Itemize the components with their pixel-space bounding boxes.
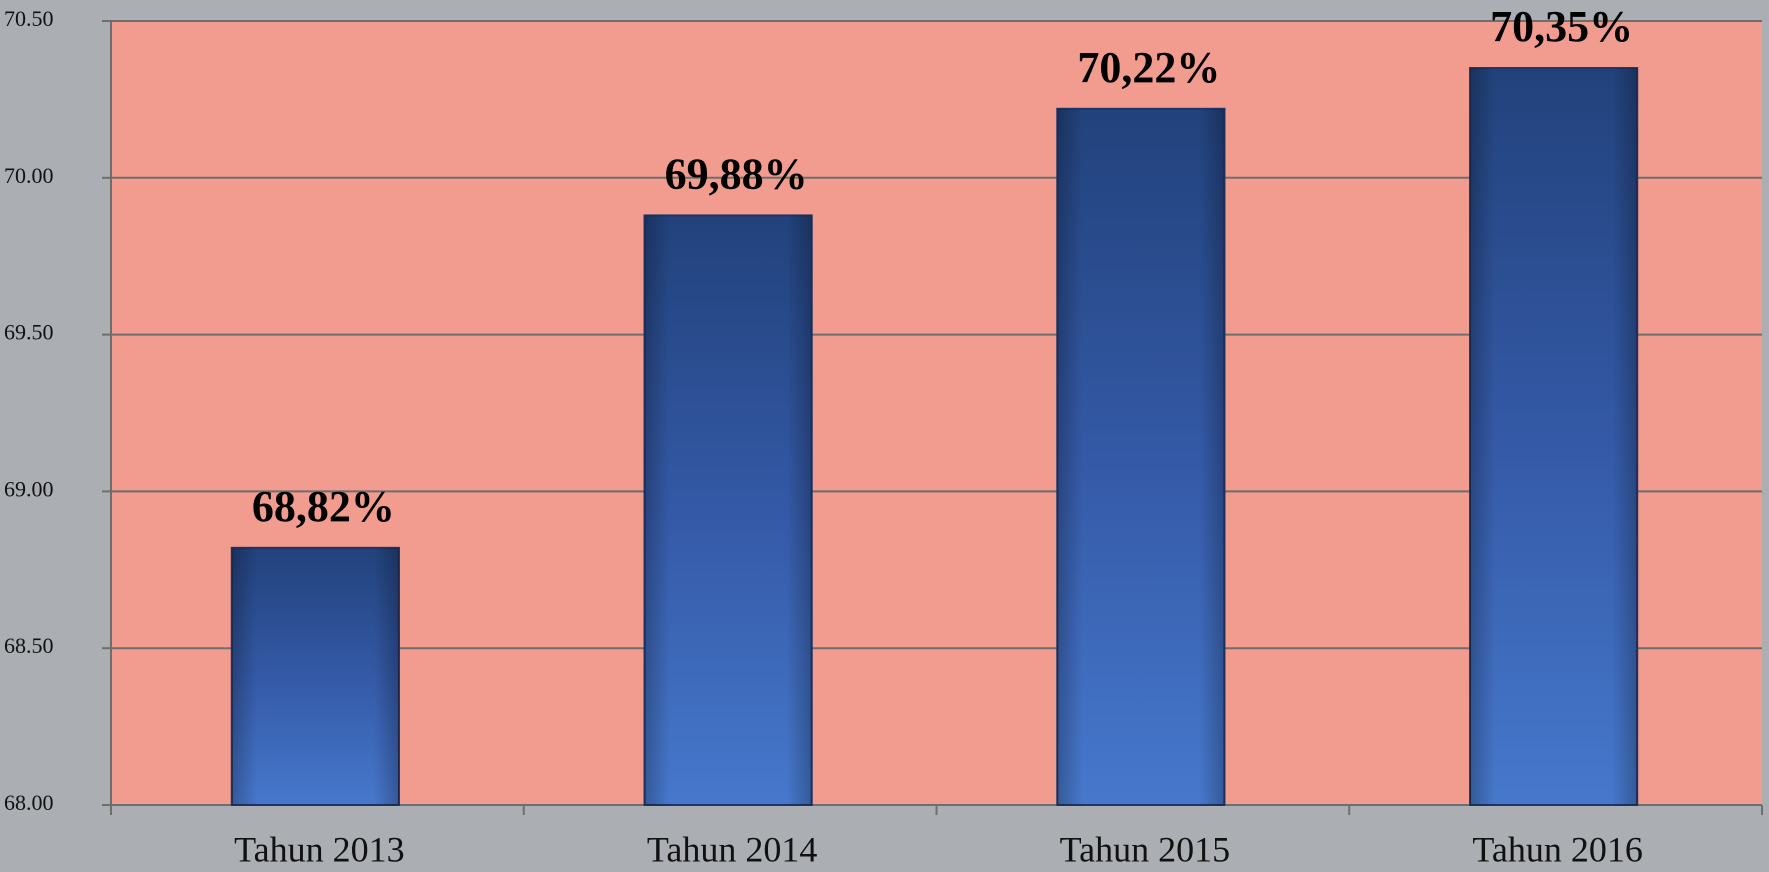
y-tick-label: 69.00 [4,476,54,501]
x-tick-label: Tahun 2015 [1060,829,1230,869]
y-tick-label: 70.50 [4,6,54,31]
x-tick-label: Tahun 2013 [234,829,404,869]
bar-shade [231,547,399,805]
value-label: 69,88% [665,150,808,199]
y-tick-label: 68.00 [4,790,54,815]
y-tick-label: 68.50 [4,633,54,658]
y-tick-label: 69.50 [4,320,54,345]
bar-shade [644,215,812,805]
value-label: 70,35% [1490,2,1633,51]
value-label: 68,82% [252,482,395,531]
x-tick-label: Tahun 2016 [1472,829,1642,869]
value-label: 70,22% [1077,43,1220,92]
bar-shade [1057,108,1225,806]
x-tick-label: Tahun 2014 [647,829,817,869]
bar-shade [1470,68,1638,806]
y-tick-label: 70.00 [4,163,54,188]
